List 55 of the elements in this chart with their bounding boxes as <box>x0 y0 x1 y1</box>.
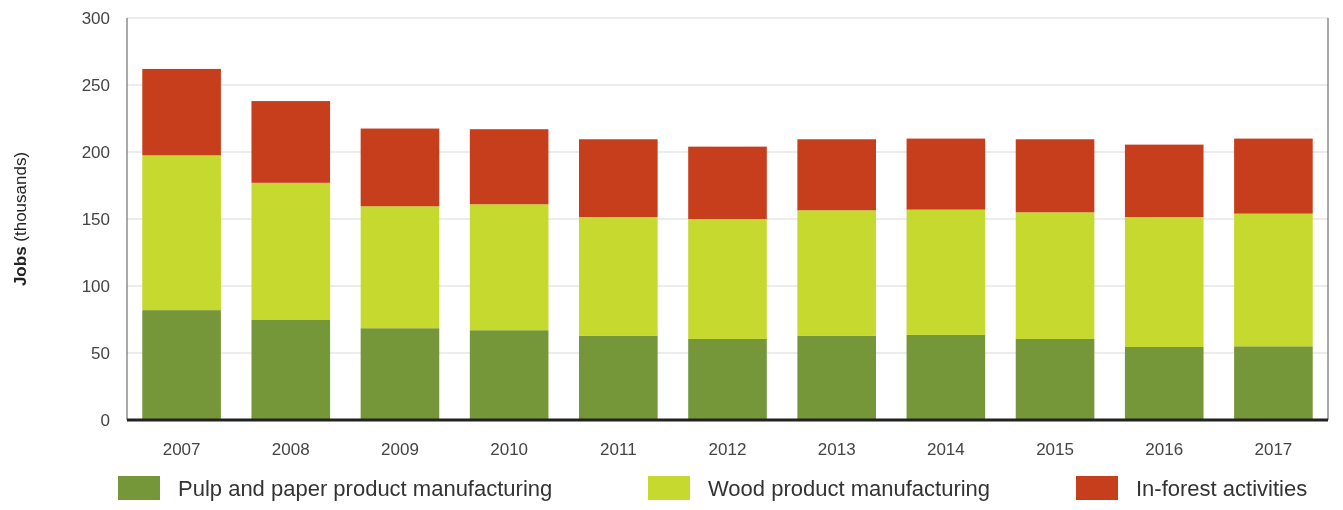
y-tick-label: 300 <box>81 8 110 28</box>
x-tick-label: 2012 <box>708 440 747 459</box>
bar <box>469 129 549 205</box>
bar <box>579 139 658 217</box>
bar <box>251 319 331 420</box>
y-tick-label: 50 <box>91 343 110 363</box>
bar <box>469 204 549 331</box>
legend-label: In-forest activities <box>1136 475 1308 501</box>
x-tick-label: 2009 <box>381 440 419 459</box>
bar <box>906 138 986 210</box>
bar <box>1234 213 1313 347</box>
bar <box>142 155 221 311</box>
bar <box>360 328 440 420</box>
bar <box>1124 216 1204 347</box>
x-tick-label: 2014 <box>926 440 965 459</box>
bar <box>1124 144 1204 217</box>
x-tick-label: 2015 <box>1036 440 1074 459</box>
bar <box>579 335 658 420</box>
x-tick-label: 2010 <box>490 440 529 459</box>
legend-label: Pulp and paper product manufacturing <box>178 475 553 501</box>
y-tick-label: 150 <box>81 209 110 229</box>
bar <box>360 206 440 329</box>
x-tick-label: 2011 <box>600 440 637 459</box>
y-tick-label: 250 <box>81 75 110 95</box>
bar <box>142 310 221 420</box>
bar <box>1015 212 1095 339</box>
bar <box>797 139 876 211</box>
bar <box>469 330 549 420</box>
bar <box>1234 346 1313 420</box>
bar <box>688 219 767 339</box>
y-tick-label: 0 <box>100 410 110 430</box>
bar <box>1015 139 1095 213</box>
bar <box>251 101 331 183</box>
bar <box>1015 338 1095 420</box>
x-tick-label: 2008 <box>271 440 310 459</box>
bar <box>688 338 767 420</box>
y-tick-label: 200 <box>81 142 110 162</box>
bar <box>1124 346 1204 420</box>
bar <box>251 182 331 320</box>
bar <box>579 216 658 336</box>
legend-label: Wood product manufacturing <box>708 475 991 501</box>
bar <box>797 210 876 336</box>
bar <box>688 146 767 219</box>
bar <box>142 68 221 156</box>
x-tick-label: 2017 <box>1254 440 1293 459</box>
bar <box>360 128 440 207</box>
x-tick-label: 2016 <box>1145 440 1184 459</box>
y-axis-title: Jobs (thousands) <box>11 151 30 287</box>
y-tick-label: 100 <box>81 276 110 296</box>
x-tick-label: 2007 <box>162 440 201 459</box>
bar <box>797 335 876 420</box>
bar <box>906 334 986 420</box>
bar <box>906 209 986 335</box>
bar <box>1234 138 1313 214</box>
x-tick-label: 2013 <box>817 440 856 459</box>
